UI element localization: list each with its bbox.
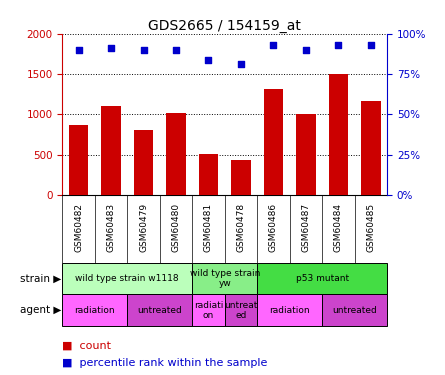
Bar bbox=[62, 294, 127, 326]
Text: radiation: radiation bbox=[269, 306, 310, 315]
Text: ■  count: ■ count bbox=[62, 341, 111, 351]
Text: GSM60479: GSM60479 bbox=[139, 203, 148, 252]
Bar bbox=[101, 105, 121, 195]
Bar bbox=[62, 262, 192, 294]
Bar bbox=[199, 154, 218, 195]
Bar bbox=[231, 159, 251, 195]
Point bbox=[75, 47, 82, 53]
Point bbox=[335, 42, 342, 48]
Text: GSM60484: GSM60484 bbox=[334, 203, 343, 252]
Title: GDS2665 / 154159_at: GDS2665 / 154159_at bbox=[148, 19, 301, 33]
Bar bbox=[192, 294, 225, 326]
Text: GSM60481: GSM60481 bbox=[204, 203, 213, 252]
Bar bbox=[192, 262, 257, 294]
Bar bbox=[329, 74, 348, 195]
Text: untreated: untreated bbox=[332, 306, 377, 315]
Text: strain ▶: strain ▶ bbox=[20, 273, 62, 284]
Bar bbox=[69, 125, 88, 195]
Text: untreat
ed: untreat ed bbox=[224, 301, 258, 320]
Text: GSM60486: GSM60486 bbox=[269, 203, 278, 252]
Point bbox=[368, 42, 375, 48]
Point bbox=[108, 45, 115, 51]
Point bbox=[238, 62, 245, 68]
Bar bbox=[361, 100, 380, 195]
Bar bbox=[257, 294, 322, 326]
Text: radiation: radiation bbox=[74, 306, 115, 315]
Bar bbox=[225, 294, 257, 326]
Point bbox=[205, 57, 212, 63]
Point bbox=[173, 47, 180, 53]
Text: GSM60480: GSM60480 bbox=[171, 203, 181, 252]
Bar bbox=[134, 130, 153, 195]
Text: wild type strain w1118: wild type strain w1118 bbox=[76, 274, 179, 283]
Point bbox=[140, 47, 147, 53]
Text: GSM60478: GSM60478 bbox=[236, 203, 246, 252]
Bar bbox=[166, 113, 186, 195]
Bar bbox=[257, 262, 387, 294]
Bar bbox=[264, 88, 283, 195]
Bar bbox=[296, 114, 316, 195]
Text: p53 mutant: p53 mutant bbox=[295, 274, 349, 283]
Point bbox=[303, 47, 310, 53]
Text: ■  percentile rank within the sample: ■ percentile rank within the sample bbox=[62, 358, 268, 368]
Bar bbox=[127, 294, 192, 326]
Text: untreated: untreated bbox=[138, 306, 182, 315]
Text: GSM60485: GSM60485 bbox=[366, 203, 376, 252]
Text: GSM60482: GSM60482 bbox=[74, 203, 83, 252]
Text: agent ▶: agent ▶ bbox=[20, 305, 62, 315]
Text: wild type strain
yw: wild type strain yw bbox=[190, 269, 260, 288]
Text: radiati
on: radiati on bbox=[194, 301, 223, 320]
Text: GSM60487: GSM60487 bbox=[301, 203, 311, 252]
Point bbox=[270, 42, 277, 48]
Text: GSM60483: GSM60483 bbox=[106, 203, 116, 252]
Bar bbox=[322, 294, 387, 326]
